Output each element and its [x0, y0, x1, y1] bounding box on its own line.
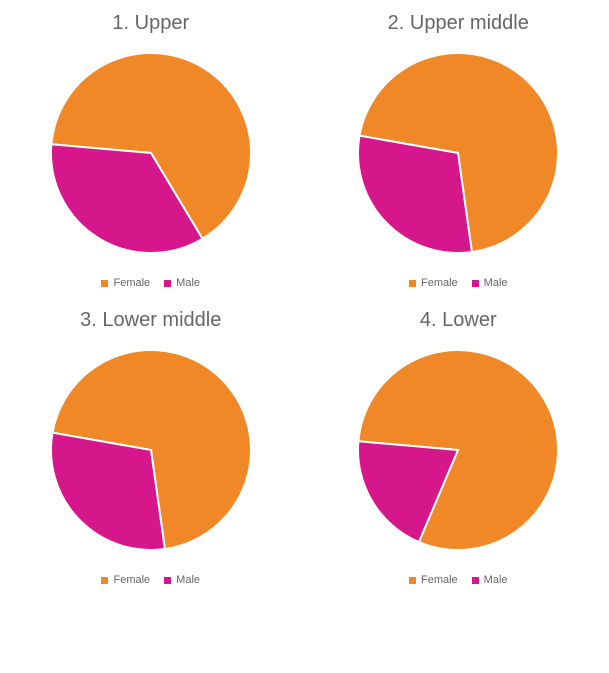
chart-title: 4. Lower [420, 309, 497, 332]
chart-grid: 1. Upper Female Male 2. Upper middle Female M… [12, 12, 597, 586]
legend: Female Male [409, 574, 508, 586]
chart-panel: 4. Lower Female Male [320, 309, 598, 586]
legend-swatch [164, 280, 171, 287]
pie-chart [51, 350, 251, 550]
chart-title: 2. Upper middle [388, 12, 529, 35]
legend-label: Male [484, 277, 508, 289]
legend-label: Male [484, 574, 508, 586]
pie-slice-male [358, 136, 472, 253]
legend-swatch [101, 577, 108, 584]
legend-label: Male [176, 574, 200, 586]
legend-item-male: Male [164, 574, 200, 586]
legend-label: Female [113, 277, 150, 289]
chart-panel: 1. Upper Female Male [12, 12, 290, 289]
chart-title: 3. Lower middle [80, 309, 221, 332]
chart-panel: 2. Upper middle Female Male [320, 12, 598, 289]
chart-panel: 3. Lower middle Female Male [12, 309, 290, 586]
legend-swatch [409, 577, 416, 584]
legend-swatch [409, 280, 416, 287]
legend-swatch [472, 577, 479, 584]
pie-chart [358, 350, 558, 550]
legend-label: Female [421, 277, 458, 289]
pie-chart [51, 53, 251, 253]
pie-slice-male [51, 433, 165, 550]
legend: Female Male [101, 277, 200, 289]
legend-item-female: Female [101, 277, 150, 289]
legend-item-female: Female [101, 574, 150, 586]
legend-swatch [164, 577, 171, 584]
legend-label: Female [113, 574, 150, 586]
pie-chart [358, 53, 558, 253]
legend-item-male: Male [164, 277, 200, 289]
legend: Female Male [409, 277, 508, 289]
legend-item-male: Male [472, 277, 508, 289]
legend-swatch [101, 280, 108, 287]
legend-swatch [472, 280, 479, 287]
legend-item-female: Female [409, 574, 458, 586]
chart-title: 1. Upper [112, 12, 189, 35]
legend: Female Male [101, 574, 200, 586]
legend-label: Female [421, 574, 458, 586]
legend-item-female: Female [409, 277, 458, 289]
legend-label: Male [176, 277, 200, 289]
legend-item-male: Male [472, 574, 508, 586]
